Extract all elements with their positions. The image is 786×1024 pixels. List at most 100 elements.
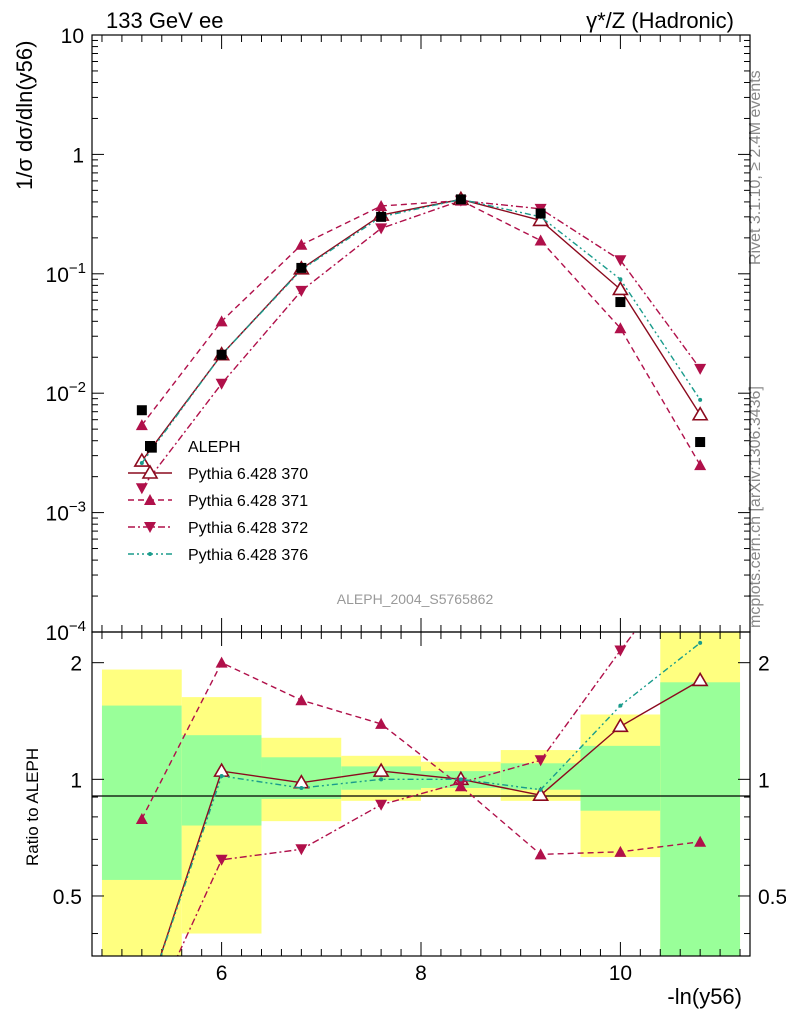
ratio-series-1-point (135, 812, 148, 824)
ratio-series-0-point (135, 1006, 149, 1018)
x-tick-label: 8 (415, 962, 427, 985)
ratio-y-tick-label: 1 (70, 769, 82, 792)
ratio-series-1-point (375, 717, 388, 729)
ratio-series-2-point (694, 541, 706, 552)
ratio-series-1-point (215, 656, 228, 668)
x-ticks: 6 8 10 (101, 35, 741, 985)
ratio-series-2-point (454, 777, 467, 789)
main-y-tick-label: 10 (61, 25, 84, 48)
ratio-series-3-point (219, 773, 224, 778)
legend-marker (144, 522, 156, 533)
ratio-series-0-point (691, 671, 709, 687)
data-point (216, 349, 227, 360)
ratio-band-green (181, 735, 262, 826)
ratio-series-3-point (698, 640, 703, 645)
ratio-series-2-point (614, 645, 627, 657)
main-y-tick-label: 10−3 (46, 499, 86, 526)
ratio-y-tick-label-right: 0.5 (758, 886, 786, 909)
ratio-series-2-point (295, 844, 308, 856)
ratio-series-1-point (694, 835, 707, 847)
ratio-series-2-point (375, 799, 388, 811)
plot-title-right: γ*/Z (Hadronic) (586, 8, 734, 33)
main-series-2-point (375, 223, 388, 235)
ratio-series-2-point (534, 755, 547, 767)
ratio-series-3-point (458, 777, 463, 782)
main-series-1-point (135, 419, 148, 431)
ratio-band-green (660, 682, 741, 956)
legend: ALEPH Pythia 6.428 370 Pythia 6.428 371 Pyt… (128, 439, 308, 564)
ratio-series-3-point (538, 787, 543, 792)
ratio-series-1-line (141, 661, 701, 856)
ratio-series-1-point (614, 845, 627, 857)
main-y-tick-label: 10−4 (46, 618, 86, 645)
main-series-2-point (215, 378, 228, 390)
legend-label: Pythia 6.428 372 (188, 520, 308, 537)
main-series-1-point (215, 315, 228, 327)
ratio-series-3-point (140, 1011, 144, 1015)
main-series-0-point (133, 452, 151, 467)
main-series-1-point (694, 459, 707, 471)
legend-data-label: ALEPH (188, 439, 240, 456)
data-point (136, 405, 147, 416)
ratio-series-3-point (618, 703, 623, 708)
main-series-1-point (375, 199, 388, 211)
legend-label: Pythia 6.428 376 (188, 547, 308, 564)
data-point (615, 297, 626, 308)
ratio-plot-series (135, 541, 709, 1018)
ratio-y-axis-label: Ratio to ALEPH (23, 748, 42, 866)
ratio-series-3-point (299, 785, 304, 790)
data-point (695, 437, 706, 448)
main-plot-series (133, 190, 709, 495)
ratio-series-1-point (534, 848, 547, 860)
legend-marker (144, 494, 156, 505)
ratio-series-0-line (159, 679, 701, 956)
main-series-1-line (141, 199, 701, 466)
legend-marker (141, 464, 159, 479)
main-series-0-point (612, 280, 629, 296)
main-y-tick-label: 10−2 (46, 379, 86, 406)
ratio-series-0-point (372, 762, 390, 777)
rivet-version-label: Rivet 3.1.10, ≥ 2.4M events (747, 70, 764, 265)
data-point (535, 208, 546, 219)
main-series-0-point (691, 406, 709, 421)
legend-label: Pythia 6.428 370 (188, 466, 308, 483)
main-series-3-point (698, 397, 703, 402)
main-series-1-point (295, 238, 308, 250)
main-series-1-point (614, 322, 627, 334)
ratio-band-green (580, 745, 661, 811)
ratio-band-green (101, 705, 182, 880)
main-series-2-point (614, 255, 627, 267)
main-series-1-point (534, 234, 547, 246)
main-series-2-point (135, 483, 148, 495)
legend-marker (148, 552, 152, 556)
data-point (296, 262, 307, 273)
main-y-ticks: 10 1 10−1 10−2 10−3 10−4 (46, 25, 750, 645)
ratio-series-2-line (176, 632, 636, 956)
data-point (376, 211, 387, 222)
main-y-tick-label: 10−1 (46, 260, 86, 287)
x-tick-label: 6 (216, 962, 228, 985)
legend-data-marker (145, 441, 155, 451)
ratio-y-tick-label-right: 2 (758, 653, 770, 676)
ratio-y-ticks: 0.5 0.5 1 1 2 2 (53, 653, 786, 935)
ratio-series-3-line (160, 642, 701, 956)
x-tick-label: 10 (609, 962, 632, 985)
ratio-y-tick-label-right: 1 (758, 769, 770, 792)
main-series-2-point (295, 285, 308, 297)
ratio-series-3-point (379, 777, 384, 782)
ratio-plot-frame (91, 631, 751, 957)
ratio-series-0-point (612, 717, 629, 733)
main-y-axis-label: 1/σ dσ/dln(y56) (12, 41, 37, 190)
main-series-3-point (618, 277, 623, 282)
x-axis-label: -ln(y56) (667, 984, 742, 1009)
main-series-3-point (139, 461, 144, 466)
data-point (455, 194, 466, 205)
ratio-series-1-point (295, 694, 308, 706)
main-series-2-line (141, 199, 701, 489)
main-series-2-point (694, 363, 707, 375)
ratio-series-0-point (532, 786, 550, 802)
ratio-y-tick-label: 0.5 (53, 886, 82, 909)
main-y-tick-label: 1 (72, 144, 84, 167)
plot-title-left: 133 GeV ee (106, 8, 223, 33)
